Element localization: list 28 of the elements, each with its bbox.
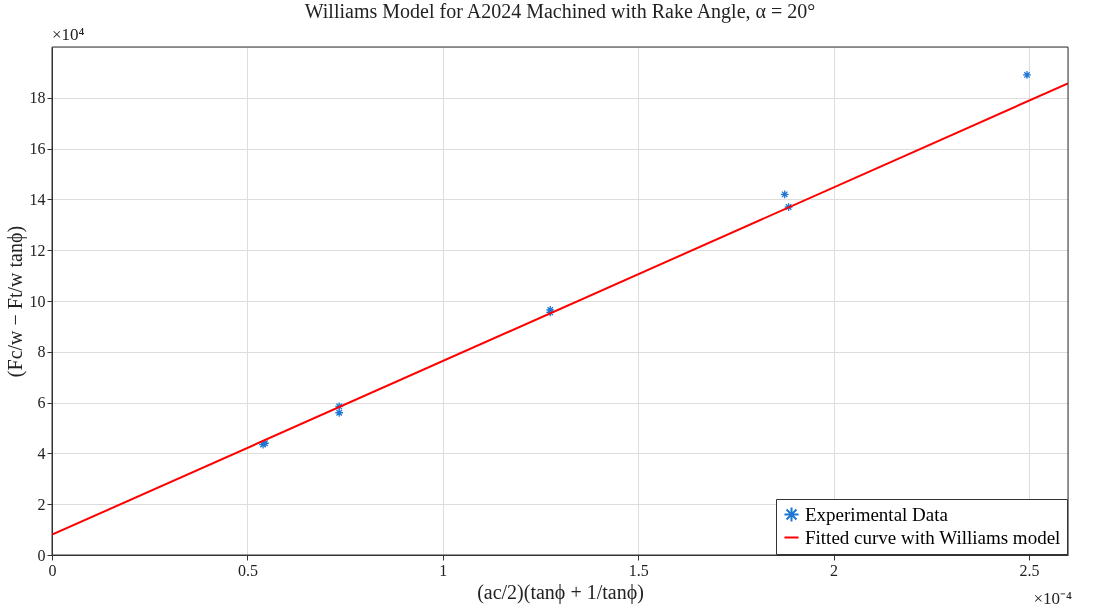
point [784, 202, 794, 212]
text: ×10⁴ [52, 25, 85, 44]
x-axis-title: (ac/2)(tanϕ + 1/tanϕ) [477, 580, 644, 604]
y-tick-label: 2 [37, 495, 46, 513]
x-tick-label: 2 [830, 561, 839, 579]
y-tick-label: 14 [29, 190, 46, 208]
legend-label: Fitted curve with Williams model [805, 526, 1061, 548]
text: ×10⁻⁴ [1033, 589, 1073, 608]
y-tick-label: 16 [29, 140, 46, 158]
y-tick-label: 6 [37, 394, 46, 412]
x-tick-label: 0 [48, 561, 57, 579]
x-tick-label: 2.5 [1019, 561, 1040, 579]
x-tick-label: 0.5 [237, 561, 258, 579]
y-tick-label: 8 [37, 343, 46, 361]
y-tick-label: 10 [29, 292, 46, 310]
y-tick-label: 4 [37, 444, 46, 462]
point [1022, 70, 1032, 80]
chart-title: Williams Model for A2024 Machined with Rake Angle, α = 20° [304, 0, 816, 23]
point [780, 189, 790, 199]
x-tick-label: 1.5 [628, 561, 649, 579]
point [334, 408, 344, 418]
point [334, 401, 344, 411]
y-axis-title: (Fc/w − Ft/w tanϕ) [3, 225, 27, 378]
legend-label: Experimental Data [805, 503, 949, 525]
y-tick-label: 12 [29, 241, 46, 259]
y-tick-label: 0 [37, 546, 46, 564]
x-tick-label: 1 [439, 561, 448, 579]
y-tick-label: 18 [29, 89, 46, 107]
